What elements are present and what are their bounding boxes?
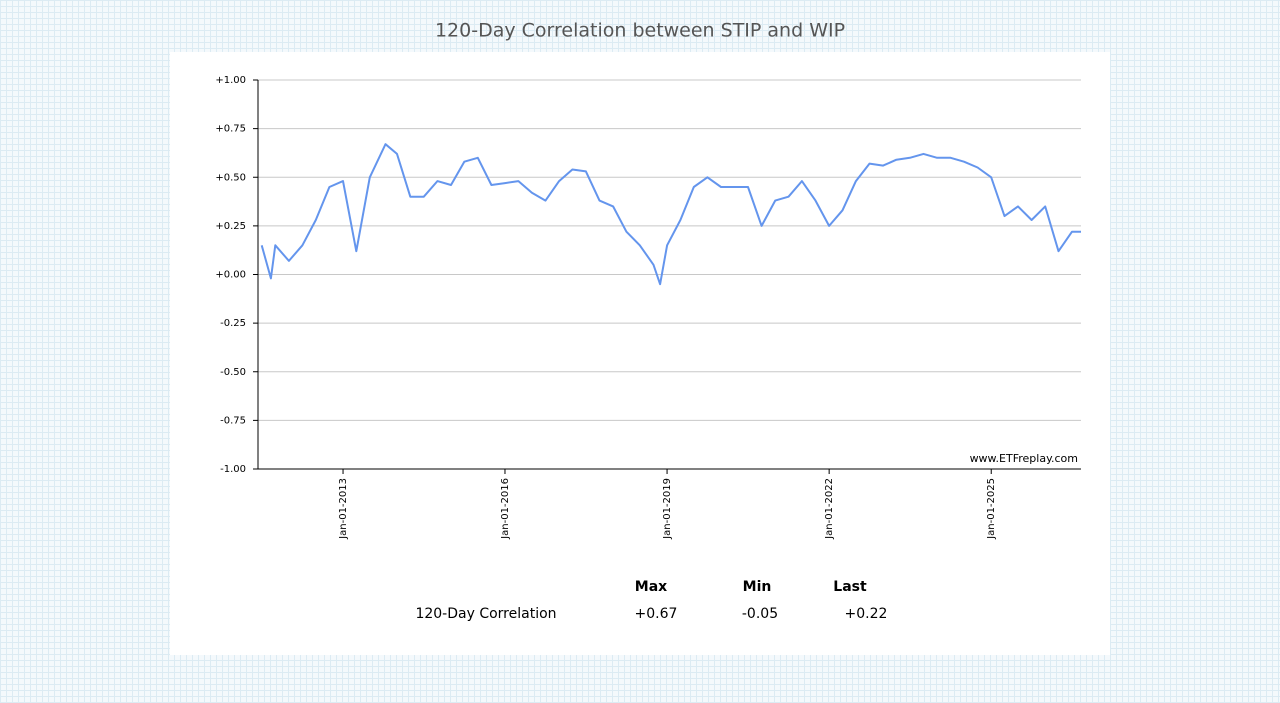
y-tick-label: +1.00 [215,75,246,86]
y-tick-label: +0.50 [215,172,246,183]
stat-header: Min [743,579,772,595]
y-tick-label: -0.50 [220,367,246,378]
stat-value: +0.22 [845,606,888,622]
x-tick-label: Jan-01-2013 [338,478,349,540]
x-tick-label: Jan-01-2022 [824,478,835,540]
stat-row-label: 120-Day Correlation [415,606,556,622]
x-tick-label: Jan-01-2025 [986,478,997,540]
y-tick-label: +0.75 [215,124,246,135]
stat-header: Max [635,579,667,595]
watermark: www.ETFreplay.com [970,452,1078,465]
y-tick-label: +0.25 [215,221,246,232]
panel [170,52,1110,655]
series-line [260,143,1081,286]
y-tick-label: +0.00 [215,270,246,281]
stat-value: +0.67 [635,606,678,622]
chart-title: 120-Day Correlation between STIP and WIP [435,20,845,42]
y-tick-label: -1.00 [220,464,246,475]
x-tick-label: Jan-01-2019 [662,478,673,540]
stat-value: -0.05 [742,606,778,622]
y-tick-label: -0.75 [220,415,246,426]
y-tick-label: -0.25 [220,318,246,329]
stat-header: Last [833,579,867,595]
x-tick-label: Jan-01-2016 [500,478,511,540]
